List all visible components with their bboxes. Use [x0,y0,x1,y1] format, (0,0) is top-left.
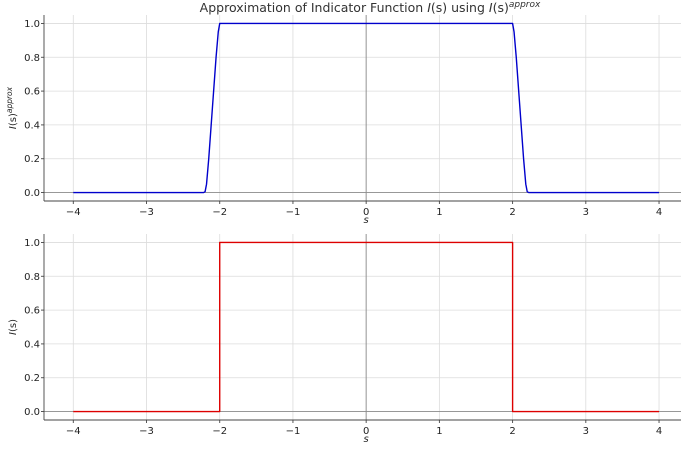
y-tick-label: 1.0 [24,19,40,30]
chart-title: Approximation of Indicator Function I(s)… [200,0,541,15]
x-tick-label: −4 [66,426,81,437]
y-axis-label: I(s) [8,319,19,335]
x-axis-label: s [364,215,369,226]
x-tick-label: −1 [286,426,301,437]
y-tick-label: 0.6 [24,306,40,317]
y-tick-label: 0.8 [24,53,40,64]
y-tick-label: 0.2 [24,373,40,384]
x-tick-label: 1 [436,426,442,437]
x-tick-label: 0 [363,426,369,437]
x-tick-label: −4 [66,207,81,218]
y-axis-label: I(s)approx [5,86,19,129]
x-tick-label: 0 [363,207,369,218]
x-tick-label: 4 [656,207,662,218]
x-axis-label: s [364,434,369,445]
series-line [73,241,660,413]
y-tick-label: 0.6 [24,87,40,98]
x-tick-label: 3 [583,426,589,437]
x-tick-label: 2 [509,207,515,218]
x-tick-label: −1 [286,207,301,218]
y-tick-label: 0.0 [24,188,40,199]
x-tick-label: −2 [212,426,227,437]
y-tick-label: 0.2 [24,154,40,165]
x-tick-label: 2 [509,426,515,437]
y-tick-label: 0.4 [24,339,40,350]
y-tick-label: 1.0 [24,238,40,249]
x-tick-label: 4 [656,426,662,437]
approx-plot: −4 −3 −2 −1 0 1 2 3 4 0.0 0.2 0.4 0.6 0.8 1.0 s I(s)appr… [5,15,681,226]
y-tick-label: 0.4 [24,120,40,131]
y-tick-label: 0.8 [24,272,40,283]
indicator-plot: −4 −3 −2 −1 0 1 2 3 4 0.0 0.2 0.4 0.6 0.8 1.0 s I(s) [8,234,681,445]
x-tick-label: 1 [436,207,442,218]
x-tick-label: −3 [139,426,154,437]
x-tick-label: 3 [583,207,589,218]
x-tick-label: −2 [212,207,227,218]
series-line [73,22,660,194]
x-tick-label: −3 [139,207,154,218]
y-tick-label: 0.0 [24,407,40,418]
